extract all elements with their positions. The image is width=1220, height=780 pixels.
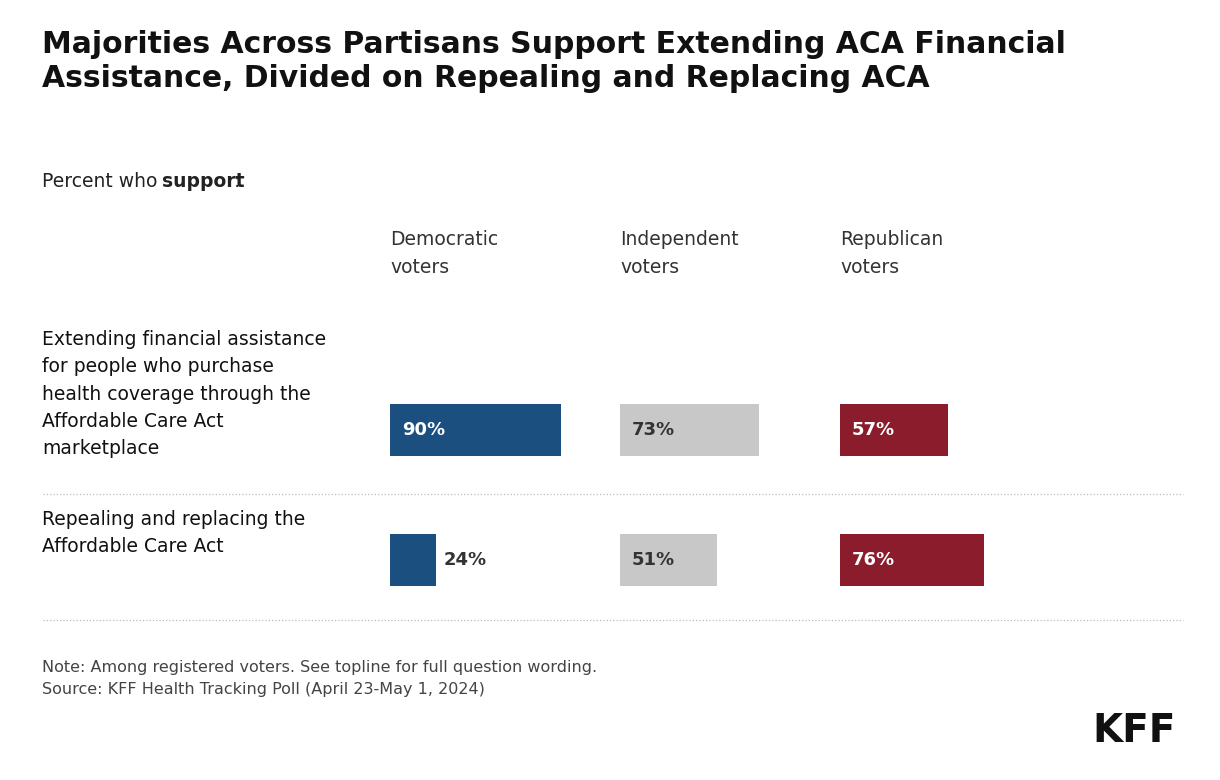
Bar <box>620 534 717 586</box>
Bar <box>841 534 985 586</box>
Text: Extending financial assistance
for people who purchase
health coverage through t: Extending financial assistance for peopl… <box>41 330 326 458</box>
Text: 24%: 24% <box>444 551 487 569</box>
Bar <box>390 404 561 456</box>
Text: 73%: 73% <box>632 421 675 439</box>
Bar <box>841 404 948 456</box>
Text: Note: Among registered voters. See topline for full question wording.: Note: Among registered voters. See topli… <box>41 660 597 675</box>
Text: 57%: 57% <box>852 421 895 439</box>
Text: Democratic
voters: Democratic voters <box>390 230 498 277</box>
Text: Percent who: Percent who <box>41 172 163 191</box>
Text: 51%: 51% <box>632 551 675 569</box>
Text: 90%: 90% <box>403 421 445 439</box>
Bar <box>620 404 759 456</box>
Text: :: : <box>233 172 240 191</box>
Bar <box>390 534 436 586</box>
Text: Repealing and replacing the
Affordable Care Act: Repealing and replacing the Affordable C… <box>41 510 305 556</box>
Text: Majorities Across Partisans Support Extending ACA Financial: Majorities Across Partisans Support Exte… <box>41 30 1066 59</box>
Text: Assistance, Divided on Repealing and Replacing ACA: Assistance, Divided on Repealing and Rep… <box>41 64 930 93</box>
Text: Republican
voters: Republican voters <box>841 230 943 277</box>
Text: support: support <box>161 172 244 191</box>
Text: 76%: 76% <box>852 551 895 569</box>
Text: KFF: KFF <box>1093 712 1176 750</box>
Text: Source: KFF Health Tracking Poll (April 23-May 1, 2024): Source: KFF Health Tracking Poll (April … <box>41 682 484 697</box>
Text: Independent
voters: Independent voters <box>620 230 738 277</box>
